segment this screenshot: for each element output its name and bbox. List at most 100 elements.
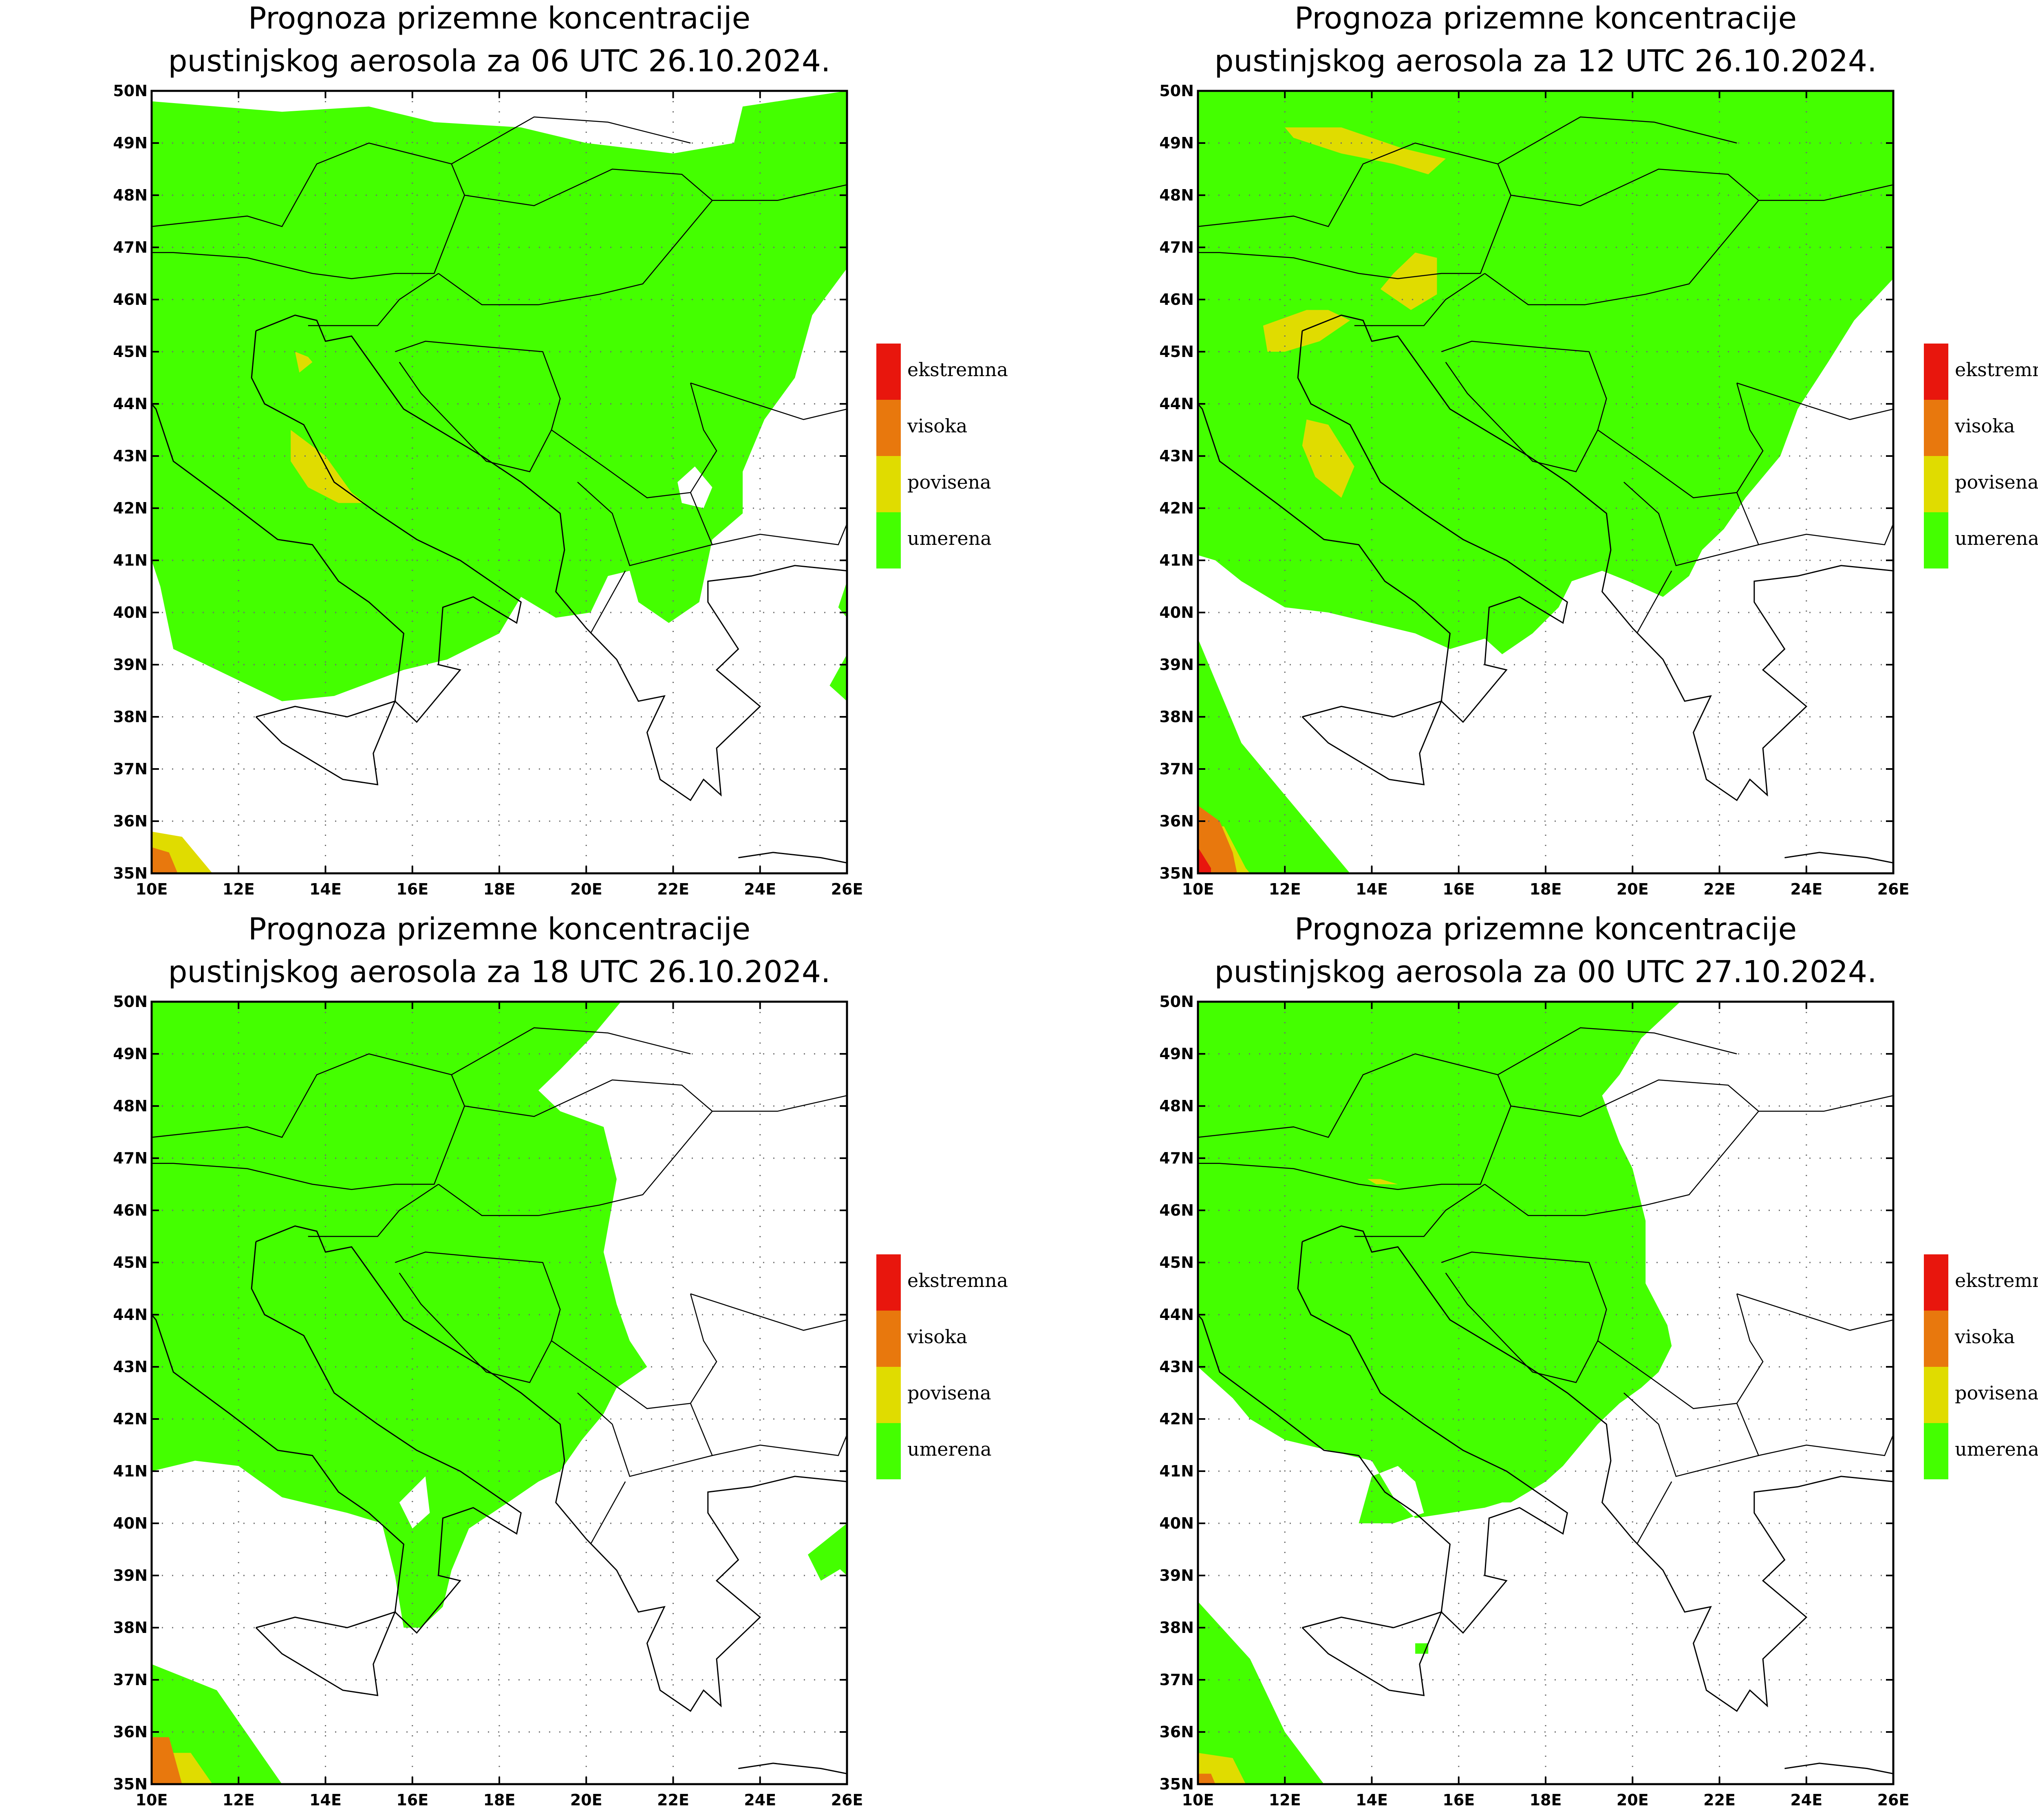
lon-tick-label: 10E bbox=[1182, 1791, 1214, 1809]
lat-tick-label: 35N bbox=[113, 864, 148, 882]
povisena-region bbox=[1302, 419, 1354, 498]
country-border bbox=[1198, 142, 1512, 280]
lat-tick-label: 49N bbox=[113, 1045, 148, 1063]
country-border bbox=[308, 273, 439, 326]
lat-tick-label: 41N bbox=[1159, 551, 1194, 569]
map-title-line2: pustinjskog aerosola za 06 UTC 26.10.202… bbox=[168, 44, 830, 79]
legend-swatch-umerena bbox=[876, 1423, 901, 1479]
lat-tick-label: 42N bbox=[1159, 499, 1194, 517]
country-border bbox=[1758, 184, 1893, 201]
lat-tick-label: 39N bbox=[1159, 1567, 1194, 1584]
lat-tick-label: 50N bbox=[113, 82, 148, 100]
lon-tick-label: 18E bbox=[483, 880, 516, 898]
legend-label-umerena: umerena bbox=[1955, 527, 2038, 549]
country-border bbox=[1484, 1079, 1760, 1216]
legend-label-ekstremna: ekstremna bbox=[907, 359, 1008, 381]
map-title-line2: pustinjskog aerosola za 00 UTC 27.10.202… bbox=[1214, 954, 1877, 989]
lat-tick-label: 42N bbox=[1159, 1410, 1194, 1428]
map-panel-1: Prognoza prizemne koncentracije pustinjsk… bbox=[113, 1, 1008, 898]
lat-tick-label: 38N bbox=[113, 708, 148, 726]
lat-tick-label: 48N bbox=[113, 1097, 148, 1115]
lat-tick-label: 48N bbox=[113, 186, 148, 204]
country-border bbox=[152, 1053, 465, 1190]
country-border bbox=[690, 382, 847, 420]
country-border bbox=[438, 1079, 713, 1216]
plot-area bbox=[1198, 1002, 1893, 1784]
country-border bbox=[451, 116, 691, 165]
legend-label-visoka: visoka bbox=[907, 1326, 967, 1348]
lat-tick-label: 36N bbox=[113, 812, 148, 830]
legend-label-ekstremna: ekstremna bbox=[907, 1269, 1008, 1291]
lon-tick-label: 16E bbox=[1442, 1791, 1475, 1809]
umerena-patch bbox=[829, 1523, 847, 1575]
lat-tick-label: 44N bbox=[113, 395, 148, 413]
country-border bbox=[1441, 1252, 1607, 1383]
umerena-patch bbox=[829, 654, 847, 701]
lon-tick-label: 22E bbox=[1703, 1791, 1736, 1809]
legend-label-visoka: visoka bbox=[907, 415, 967, 437]
legend: ekstremna visoka povisena umerena bbox=[876, 344, 1008, 568]
lat-tick-label: 42N bbox=[113, 1410, 148, 1428]
lat-tick-label: 45N bbox=[113, 1254, 148, 1271]
lat-tick-label: 47N bbox=[113, 1149, 148, 1167]
povisena-region bbox=[1367, 1179, 1398, 1184]
country-border bbox=[712, 184, 847, 201]
visoka-region bbox=[1198, 1774, 1215, 1784]
coastline bbox=[1302, 1225, 1893, 1712]
country-border bbox=[1758, 523, 1893, 545]
country-border bbox=[1354, 1183, 1485, 1237]
lon-tick-label: 12E bbox=[1269, 880, 1301, 898]
lat-tick-label: 41N bbox=[113, 1462, 148, 1480]
legend-swatch-povisena bbox=[1924, 456, 1948, 512]
lat-tick-label: 44N bbox=[1159, 395, 1194, 413]
country-border bbox=[1597, 429, 1760, 566]
lat-tick-label: 38N bbox=[1159, 1619, 1194, 1637]
coastline bbox=[738, 852, 847, 864]
lat-tick-label: 43N bbox=[113, 1358, 148, 1376]
umerena-region bbox=[152, 91, 847, 701]
lat-tick-label: 35N bbox=[1159, 1775, 1194, 1793]
legend-label-umerena: umerena bbox=[1955, 1438, 2038, 1460]
ekstremna-region bbox=[1198, 847, 1211, 873]
lat-tick-label: 39N bbox=[113, 1567, 148, 1584]
coastline bbox=[1302, 314, 1893, 801]
country-border bbox=[690, 1293, 847, 1331]
lon-tick-label: 20E bbox=[570, 880, 602, 898]
country-border bbox=[1736, 383, 1764, 493]
plot-area bbox=[1198, 91, 1893, 873]
lat-tick-label: 39N bbox=[113, 656, 148, 674]
legend-swatch-ekstremna bbox=[876, 1254, 901, 1311]
legend-label-ekstremna: ekstremna bbox=[1955, 359, 2038, 381]
lat-tick-label: 45N bbox=[1159, 1254, 1194, 1271]
legend-swatch-visoka bbox=[876, 1311, 901, 1367]
legend-label-povisena: povisena bbox=[1955, 1382, 2038, 1404]
lat-tick-label: 47N bbox=[1159, 1149, 1194, 1167]
country-border bbox=[1484, 168, 1760, 306]
map-panel-3: Prognoza prizemne koncentracije pustinjsk… bbox=[113, 912, 1008, 1809]
country-border bbox=[551, 429, 713, 566]
lat-tick-label: 37N bbox=[1159, 760, 1194, 778]
legend-swatch-umerena bbox=[1924, 512, 1948, 568]
map-panel-2: Prognoza prizemne koncentracije pustinjsk… bbox=[1159, 1, 2038, 898]
country-border bbox=[590, 570, 626, 634]
country-border bbox=[152, 142, 465, 280]
lon-tick-label: 18E bbox=[483, 1791, 516, 1809]
map-title-line1: Prognoza prizemne koncentracije bbox=[248, 912, 750, 947]
country-border bbox=[1636, 1481, 1672, 1545]
lon-tick-label: 16E bbox=[396, 1791, 428, 1809]
coastline bbox=[1198, 1241, 1568, 1634]
lat-tick-label: 50N bbox=[113, 993, 148, 1011]
lat-tick-label: 37N bbox=[1159, 1671, 1194, 1689]
lon-tick-label: 24E bbox=[1790, 1791, 1822, 1809]
lon-tick-label: 12E bbox=[223, 880, 255, 898]
country-border bbox=[690, 1293, 717, 1404]
coastline bbox=[1784, 852, 1893, 864]
country-border bbox=[395, 341, 561, 472]
legend-label-visoka: visoka bbox=[1954, 1326, 2015, 1348]
country-border bbox=[690, 383, 717, 493]
lon-tick-label: 14E bbox=[1356, 1791, 1388, 1809]
lon-tick-label: 26E bbox=[831, 1791, 863, 1809]
lat-tick-label: 50N bbox=[1159, 82, 1194, 100]
lat-tick-label: 48N bbox=[1159, 186, 1194, 204]
